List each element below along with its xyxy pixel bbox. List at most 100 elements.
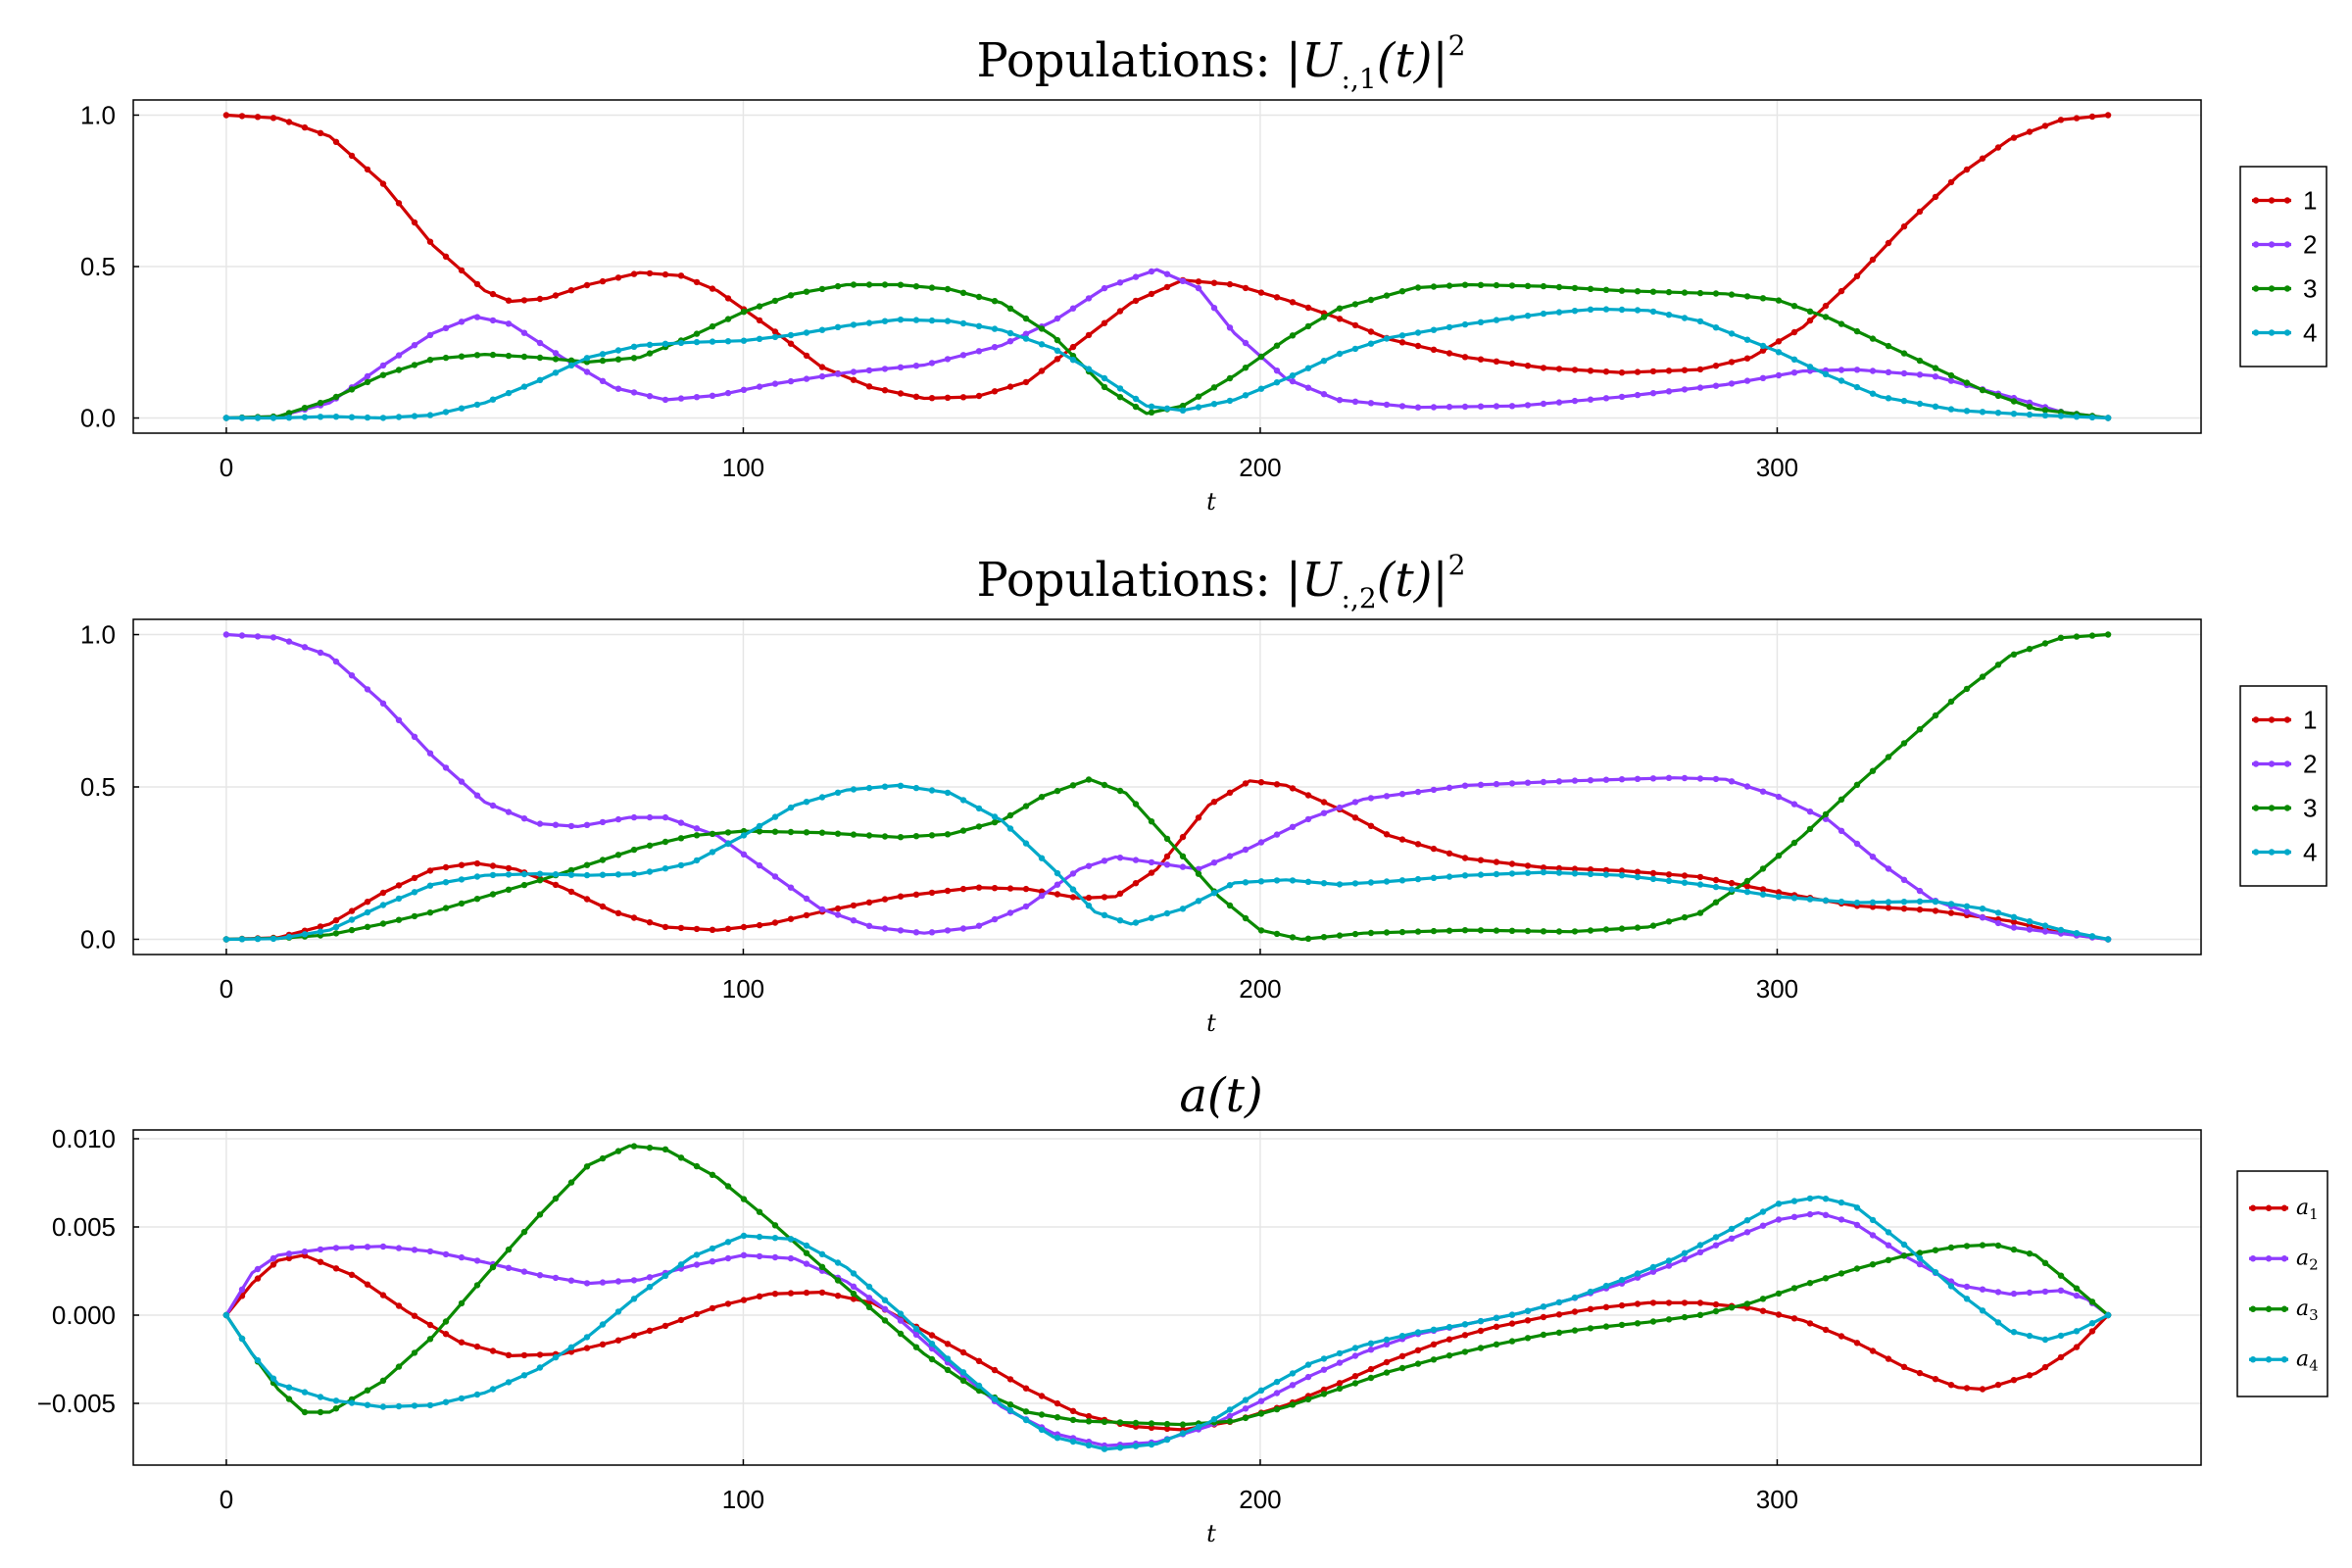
- data-point: [1273, 1405, 1281, 1413]
- data-point: [395, 367, 403, 373]
- data-point: [2057, 413, 2065, 419]
- data-point: [473, 1257, 481, 1264]
- data-point: [1006, 1376, 1014, 1383]
- data-point: [458, 318, 466, 325]
- data-point: [1994, 1319, 2002, 1326]
- data-point: [1398, 332, 1406, 339]
- data-point: [756, 383, 763, 390]
- data-point: [1587, 285, 1594, 292]
- data-point: [630, 270, 638, 277]
- data-point: [1728, 1304, 1736, 1311]
- data-point: [2026, 411, 2034, 418]
- data-point: [614, 1278, 622, 1285]
- data-point: [787, 1236, 795, 1243]
- data-point: [1320, 314, 1328, 320]
- data-point: [1242, 846, 1250, 854]
- data-point: [599, 857, 607, 863]
- data-point: [928, 787, 936, 794]
- data-point: [1446, 323, 1453, 331]
- data-point: [2073, 1285, 2081, 1292]
- data-point: [458, 778, 466, 785]
- legend-swatch-marker: [2252, 285, 2260, 292]
- data-point: [928, 395, 936, 402]
- data-point: [458, 405, 466, 412]
- data-point: [1257, 927, 1265, 934]
- y-tick-label: 1.0: [80, 620, 116, 650]
- data-point: [2088, 113, 2096, 121]
- data-point: [630, 389, 638, 396]
- data-point: [2041, 122, 2049, 129]
- data-point: [1367, 328, 1375, 335]
- data-point: [1022, 1408, 1030, 1415]
- data-point: [1242, 879, 1250, 886]
- data-point: [2010, 1246, 2018, 1253]
- data-point: [991, 818, 999, 826]
- legend-label: 4: [2303, 838, 2317, 867]
- data-point: [944, 887, 952, 895]
- data-point: [928, 929, 936, 936]
- data-point: [959, 885, 967, 893]
- data-point: [1148, 1441, 1155, 1448]
- data-point: [599, 1154, 607, 1162]
- data-point: [1430, 326, 1438, 333]
- data-point: [442, 1398, 450, 1405]
- data-point: [1054, 356, 1061, 363]
- data-point: [834, 1259, 842, 1266]
- data-point: [1383, 878, 1391, 885]
- y-tick-label: 0.000: [52, 1300, 116, 1330]
- data-point: [1054, 1435, 1061, 1442]
- data-point: [1132, 1419, 1140, 1427]
- data-point: [1979, 906, 1986, 912]
- data-point: [1681, 872, 1689, 879]
- data-point: [1069, 1407, 1077, 1415]
- data-point: [1775, 1290, 1783, 1298]
- data-point: [442, 324, 450, 331]
- data-point: [771, 813, 779, 820]
- data-point: [1289, 1370, 1297, 1377]
- legend: 1 2 3 4: [2239, 166, 2328, 368]
- data-point: [442, 409, 450, 416]
- data-point: [536, 354, 544, 362]
- data-point: [818, 1289, 826, 1297]
- data-point: [1618, 776, 1626, 783]
- data-point: [238, 632, 246, 639]
- data-point: [803, 329, 810, 336]
- legend-swatch-marker: [2249, 1305, 2257, 1312]
- data-point: [599, 277, 607, 285]
- data-point: [567, 822, 575, 830]
- data-point: [1712, 1234, 1720, 1241]
- data-point: [646, 919, 654, 926]
- data-point: [1320, 391, 1328, 398]
- data-point: [1775, 853, 1783, 859]
- data-point: [1571, 1327, 1579, 1334]
- data-point: [1634, 1300, 1642, 1307]
- data-point: [458, 900, 466, 907]
- data-point: [709, 830, 716, 838]
- data-point: [1885, 754, 1892, 760]
- data-point: [897, 927, 905, 934]
- data-point: [332, 1405, 340, 1412]
- data-point: [1900, 1241, 1908, 1249]
- data-point: [1649, 922, 1657, 929]
- data-point: [693, 832, 701, 839]
- data-point: [897, 1310, 905, 1317]
- data-point: [1979, 1286, 1986, 1293]
- data-point: [317, 928, 324, 935]
- data-point: [1885, 899, 1892, 906]
- data-point: [426, 882, 434, 889]
- data-point: [222, 1311, 230, 1319]
- data-point: [552, 350, 560, 357]
- data-point: [1304, 384, 1312, 391]
- data-point: [1649, 869, 1657, 877]
- data-point: [1994, 392, 2002, 400]
- data-point: [473, 792, 481, 799]
- y-tick-label: −0.005: [37, 1389, 116, 1418]
- data-point: [803, 1289, 810, 1297]
- x-tick-label: 300: [1756, 1485, 1798, 1514]
- data-point: [1038, 368, 1046, 374]
- data-point: [1446, 873, 1453, 880]
- data-point: [1869, 904, 1877, 910]
- data-point: [646, 1145, 654, 1152]
- data-point: [881, 783, 889, 790]
- data-point: [1712, 1307, 1720, 1315]
